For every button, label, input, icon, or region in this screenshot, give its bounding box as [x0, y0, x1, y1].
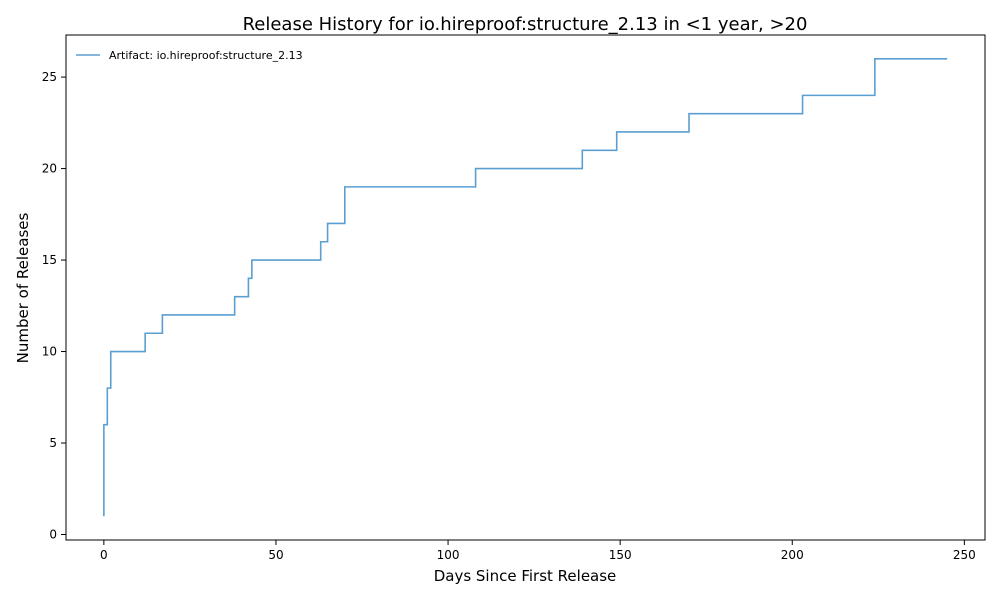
- x-tick-label: 200: [781, 548, 804, 562]
- legend-entry: Artifact: io.hireproof:structure_2.13: [109, 49, 303, 62]
- series-line: [103, 57, 948, 517]
- x-tick-label: 250: [953, 548, 976, 562]
- y-axis-label: Number of Releases: [14, 212, 32, 363]
- x-tick-label: 100: [437, 548, 460, 562]
- y-axis: 0 5 10 15 20 25: [42, 70, 66, 542]
- y-tick-label: 5: [49, 436, 57, 450]
- y-tick-label: 25: [42, 70, 57, 84]
- plot-frame: [65, 34, 986, 541]
- chart-title: Release History for io.hireproof:structu…: [243, 14, 808, 35]
- x-tick-label: 0: [100, 548, 108, 562]
- y-tick-label: 20: [42, 162, 57, 176]
- y-tick-label: 0: [49, 528, 57, 542]
- y-tick-label: 10: [42, 345, 57, 359]
- x-axis: 0 50 100 150 200 250: [100, 540, 976, 562]
- x-tick-label: 150: [609, 548, 632, 562]
- series-layer: [103, 57, 948, 517]
- plot-area: [65, 34, 986, 541]
- x-tick-label: 50: [268, 548, 283, 562]
- y-tick-label: 15: [42, 253, 57, 267]
- legend: Artifact: io.hireproof:structure_2.13: [76, 49, 303, 62]
- x-axis-label: Days Since First Release: [434, 567, 617, 585]
